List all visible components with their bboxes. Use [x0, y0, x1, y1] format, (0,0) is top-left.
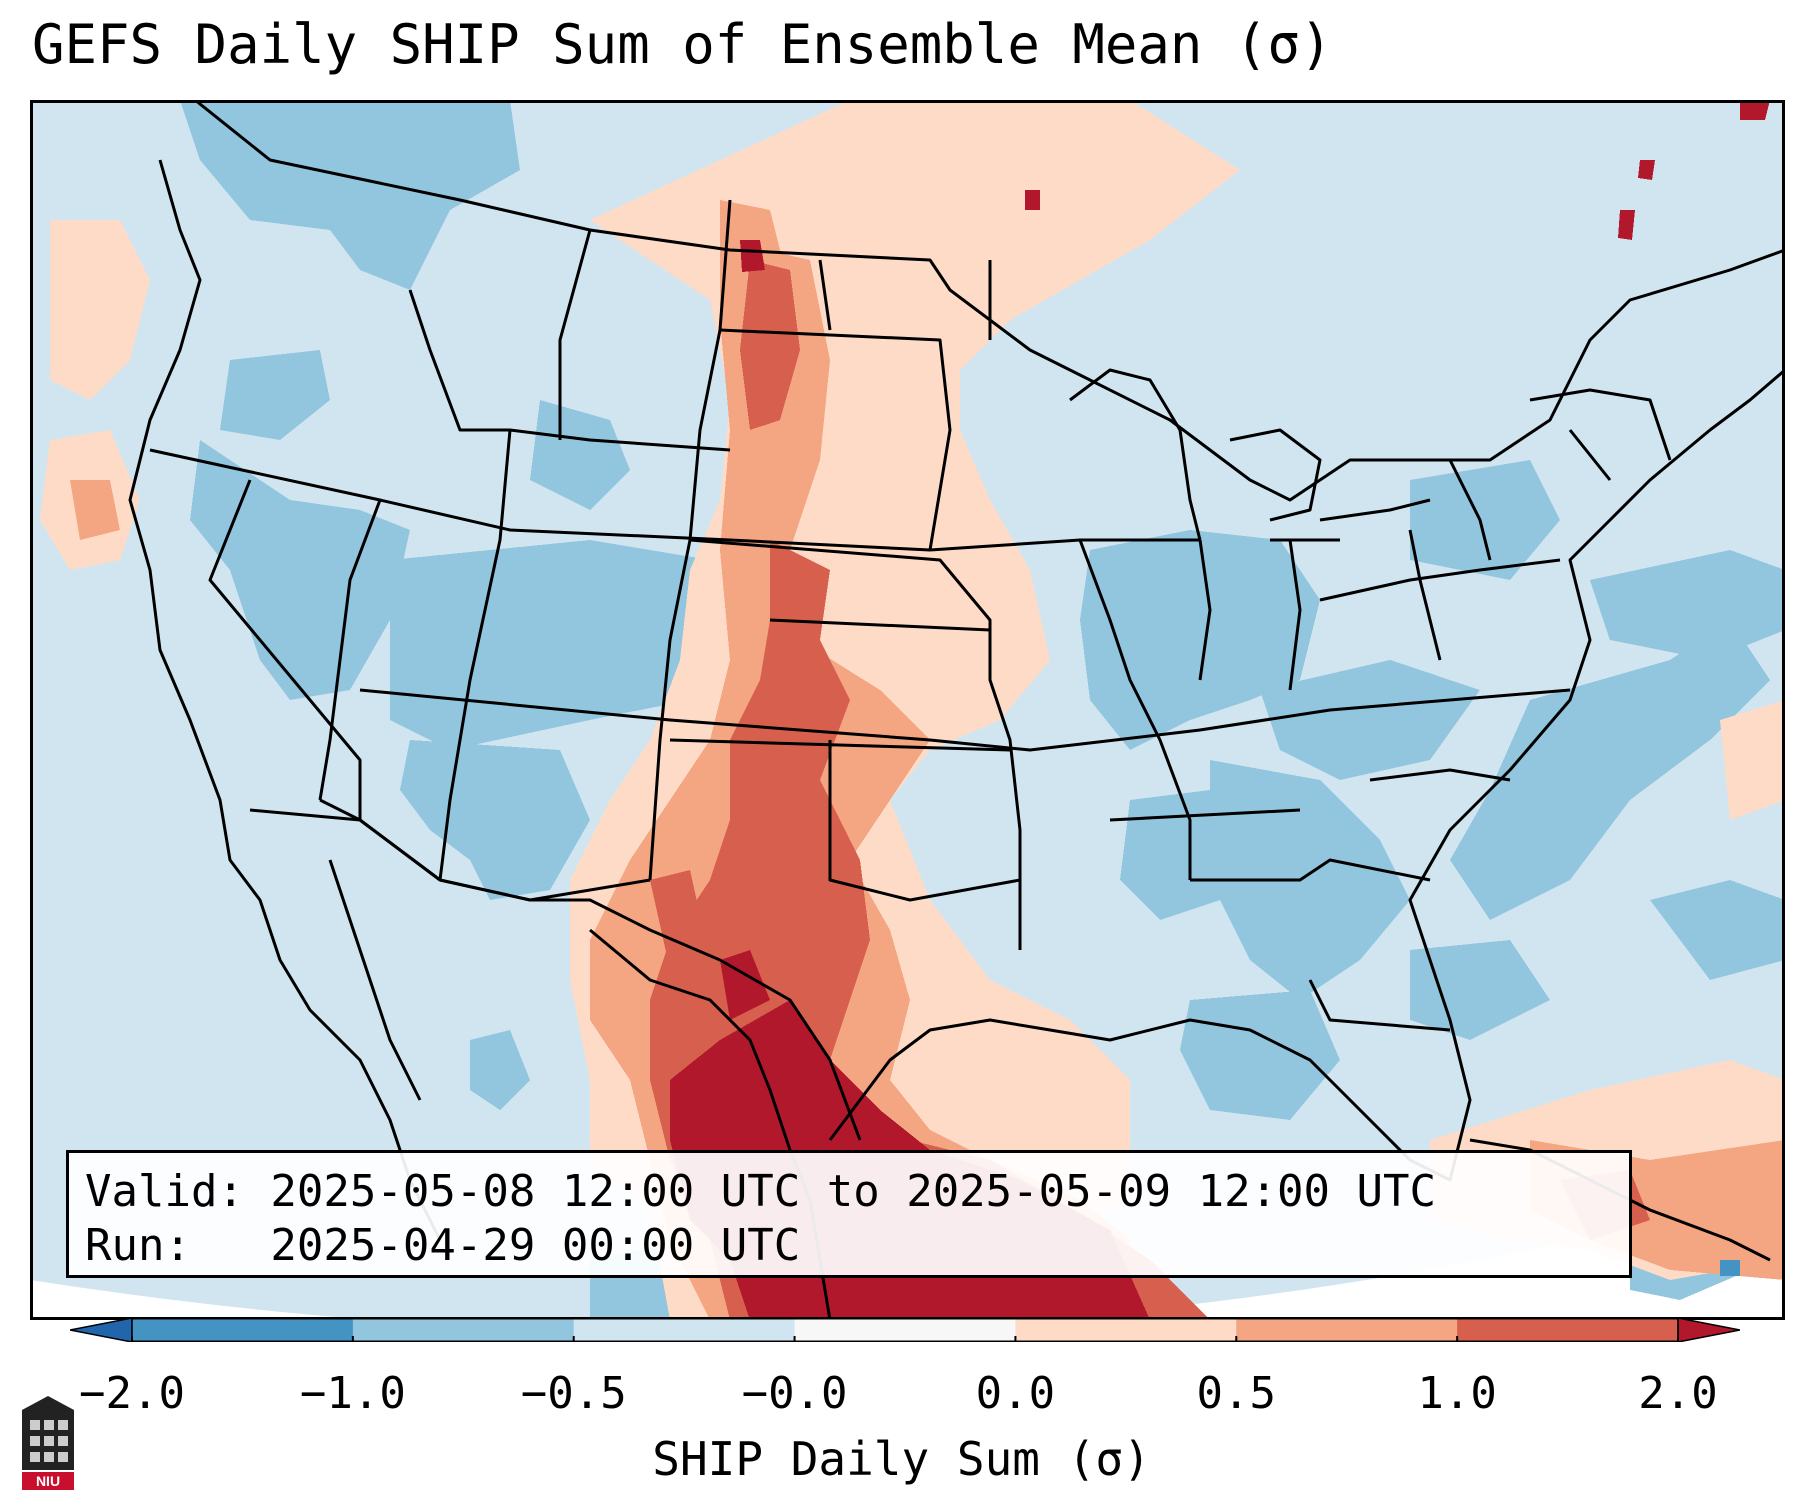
colorbar-bin: [1236, 1318, 1458, 1342]
colorbar-bin: [794, 1318, 1016, 1342]
chart-title: GEFS Daily SHIP Sum of Ensemble Mean (σ): [32, 13, 1333, 76]
valid-run-info-box: Valid: 2025-05-08 12:00 UTC to 2025-05-0…: [66, 1150, 1632, 1278]
anomaly-fill: [40, 100, 1785, 1320]
run-line: Run: 2025-04-29 00:00 UTC: [85, 1220, 801, 1271]
colorbar-tick-label: 0.5: [1196, 1368, 1277, 1419]
colorbar-bin: [1015, 1318, 1237, 1342]
colorbar-tick-label: −1.0: [299, 1368, 406, 1419]
valid-line: Valid: 2025-05-08 12:00 UTC to 2025-05-0…: [85, 1166, 1437, 1217]
colorbar-extend-low: [70, 1318, 133, 1342]
colorbar-bin: [573, 1318, 796, 1342]
colorbar: [70, 1318, 1740, 1342]
state-borders: [128, 100, 1785, 1320]
svg-text:NIU: NIU: [36, 1473, 60, 1489]
colorbar-tick-label: 2.0: [1638, 1368, 1718, 1419]
colorbar-tick-label: 1.0: [1417, 1368, 1497, 1419]
colorbar-tick-label: −0.0: [741, 1368, 848, 1419]
colorbar-tick-label: 0.0: [975, 1368, 1056, 1419]
colorbar-extend-high: [1677, 1318, 1740, 1342]
colorbar-label: SHIP Daily Sum (σ): [652, 1432, 1151, 1486]
ship-map: [30, 100, 1785, 1320]
colorbar-bin: [132, 1318, 354, 1342]
niu-logo: NIU: [22, 1396, 74, 1490]
colorbar-bin: [352, 1318, 575, 1342]
colorbar-tick-label: −0.5: [520, 1368, 627, 1419]
colorbar-tick-label: −2.0: [79, 1368, 185, 1419]
colorbar-bin: [1457, 1318, 1679, 1342]
